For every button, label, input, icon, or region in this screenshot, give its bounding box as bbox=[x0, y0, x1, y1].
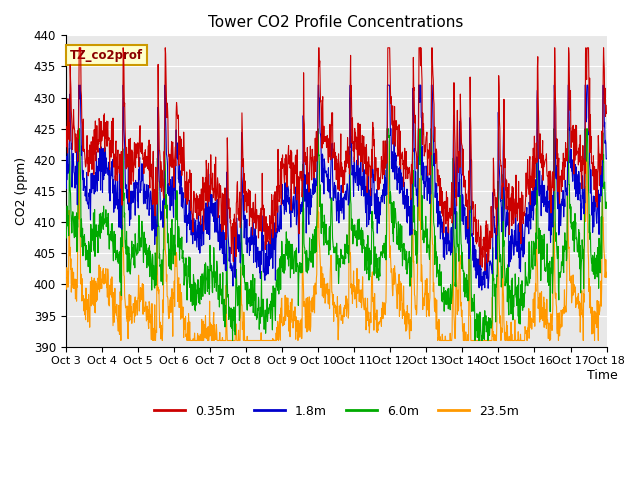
Y-axis label: CO2 (ppm): CO2 (ppm) bbox=[15, 157, 28, 225]
Title: Tower CO2 Profile Concentrations: Tower CO2 Profile Concentrations bbox=[209, 15, 464, 30]
Text: TZ_co2prof: TZ_co2prof bbox=[70, 48, 143, 62]
Legend: 0.35m, 1.8m, 6.0m, 23.5m: 0.35m, 1.8m, 6.0m, 23.5m bbox=[148, 400, 524, 423]
X-axis label: Time: Time bbox=[587, 369, 618, 382]
